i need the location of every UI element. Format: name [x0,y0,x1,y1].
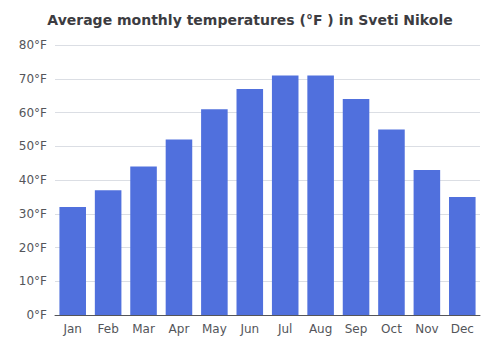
svg-text:50°F: 50°F [19,139,47,153]
svg-text:40°F: 40°F [19,173,47,187]
svg-text:60°F: 60°F [19,106,47,120]
svg-text:Feb: Feb [98,322,119,336]
svg-text:Aug: Aug [309,322,332,336]
svg-text:Sep: Sep [345,322,368,336]
svg-text:Dec: Dec [451,322,474,336]
svg-text:Jul: Jul [277,322,292,336]
svg-text:10°F: 10°F [19,274,47,288]
svg-text:Oct: Oct [381,322,402,336]
svg-text:May: May [202,322,227,336]
svg-text:70°F: 70°F [19,72,47,86]
svg-text:Jan: Jan [62,322,82,336]
svg-text:Average monthly temperatures (: Average monthly temperatures (°F ) in Sv… [47,12,452,28]
svg-text:20°F: 20°F [19,241,47,255]
svg-text:80°F: 80°F [19,38,47,52]
svg-text:Nov: Nov [415,322,438,336]
svg-text:Jun: Jun [239,322,259,336]
svg-text:30°F: 30°F [19,207,47,221]
svg-text:0°F: 0°F [26,308,47,322]
svg-text:Mar: Mar [132,322,155,336]
svg-text:Apr: Apr [169,322,190,336]
